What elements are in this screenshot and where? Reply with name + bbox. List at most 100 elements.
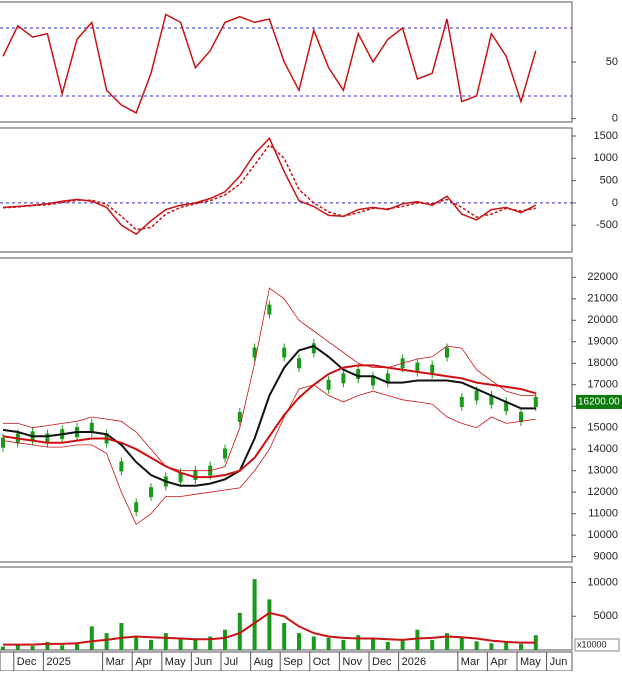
candle-body — [267, 304, 272, 315]
candle-body — [193, 469, 198, 480]
y-tick-label: 500 — [600, 175, 618, 187]
candle-body — [1, 437, 5, 448]
series-line — [2, 143, 536, 231]
y-tick-label: 1500 — [594, 130, 618, 142]
panel-frame — [0, 257, 573, 563]
volume-bar — [430, 639, 435, 650]
volume-bar — [45, 641, 50, 650]
series-line — [2, 136, 537, 236]
volume-bar — [415, 629, 420, 650]
price-tag-label: 16200.00 — [578, 397, 620, 408]
y-tick-label: 0 — [612, 197, 618, 209]
volume-bar — [297, 633, 301, 650]
candle-body — [430, 364, 435, 375]
candle-body — [371, 375, 375, 386]
y-tick-label: 19000 — [587, 336, 618, 348]
x-tick-label: Mar — [461, 656, 480, 668]
candle-body — [178, 472, 183, 483]
x-tick-label: 2026 — [402, 656, 426, 668]
candle-body — [237, 411, 242, 422]
candle-body — [385, 373, 390, 384]
volume-bar — [75, 643, 79, 650]
x-tick-label: Oct — [313, 656, 330, 668]
volume-bar — [474, 641, 479, 650]
candle-body — [356, 369, 361, 380]
y-tick-label: 21000 — [587, 293, 618, 305]
candle-body — [415, 362, 420, 373]
y-tick-label: 0 — [612, 113, 618, 125]
x-tick-label: 2025 — [46, 656, 70, 668]
y-tick-label: 12000 — [587, 486, 618, 498]
volume-bar — [163, 633, 168, 650]
candle-body — [119, 461, 124, 472]
series-line — [2, 13, 537, 114]
volume-bar — [489, 643, 494, 650]
y-tick-label: 9000 — [594, 551, 618, 563]
volume-bar — [178, 637, 183, 650]
y-tick-label: 10000 — [587, 576, 618, 588]
volume-bar — [89, 626, 94, 650]
series-line — [2, 345, 536, 487]
y-tick-label: 11000 — [588, 508, 618, 520]
y-tick-label: 20000 — [587, 314, 618, 326]
x-tick-label: May — [520, 656, 541, 668]
y-tick-label: 17000 — [587, 379, 618, 391]
volume-bar — [193, 639, 198, 650]
volume-bar — [341, 639, 346, 650]
y-tick-label: 10000 — [587, 529, 618, 541]
candle-body — [149, 487, 153, 498]
volume-bar — [459, 636, 464, 650]
y-tick-label: 15000 — [587, 422, 618, 434]
x-tick-label: Dec — [17, 656, 37, 668]
candle-body — [489, 394, 494, 405]
volume-bar — [445, 633, 449, 650]
candle-body — [326, 379, 331, 390]
series-line — [3, 611, 536, 646]
volume-bar — [385, 641, 390, 650]
candle-body — [311, 343, 316, 354]
volume-bar — [311, 636, 316, 650]
candle-body — [459, 396, 464, 407]
volume-bar — [519, 643, 523, 650]
candle-body — [89, 422, 94, 433]
candle-body — [533, 396, 538, 407]
x-tick-label: Apr — [490, 656, 507, 668]
volume-bar — [267, 599, 272, 650]
volume-bar — [104, 633, 109, 650]
volume-bar — [252, 579, 257, 650]
x-tick-label: Nov — [342, 656, 362, 668]
x-tick-label: Apr — [135, 656, 152, 668]
candle-body — [341, 373, 346, 384]
candle-body — [252, 347, 257, 358]
x-tick-label: Jun — [194, 656, 212, 668]
candle-body — [474, 390, 479, 401]
price-tag — [576, 394, 622, 409]
y-tick-label: 13000 — [587, 465, 618, 477]
volume-bar — [149, 639, 153, 650]
y-tick-label: 14000 — [587, 443, 618, 455]
volume-bar — [134, 636, 139, 650]
volume-bar — [223, 629, 227, 650]
candle-body — [297, 358, 301, 369]
x-tick-label: May — [165, 656, 186, 668]
panel-frame — [0, 127, 573, 253]
volume-bar — [15, 644, 20, 650]
volume-bar — [400, 639, 405, 650]
y-tick-label: 18000 — [587, 357, 618, 369]
x-tick-label: Dec — [372, 656, 392, 668]
y-tick-label: 5000 — [594, 610, 618, 622]
y-tick-label: 22000 — [587, 271, 618, 283]
y-tick-label: 1000 — [594, 152, 618, 164]
volume-bar — [208, 636, 213, 650]
volume-bar — [504, 641, 509, 650]
series-line — [3, 287, 536, 472]
y-tick-label: -500 — [596, 219, 618, 231]
candle-body — [504, 401, 509, 412]
series-line — [2, 364, 537, 479]
volume-bar — [119, 623, 124, 650]
volume-bar — [1, 646, 5, 650]
volume-bar — [282, 623, 287, 650]
